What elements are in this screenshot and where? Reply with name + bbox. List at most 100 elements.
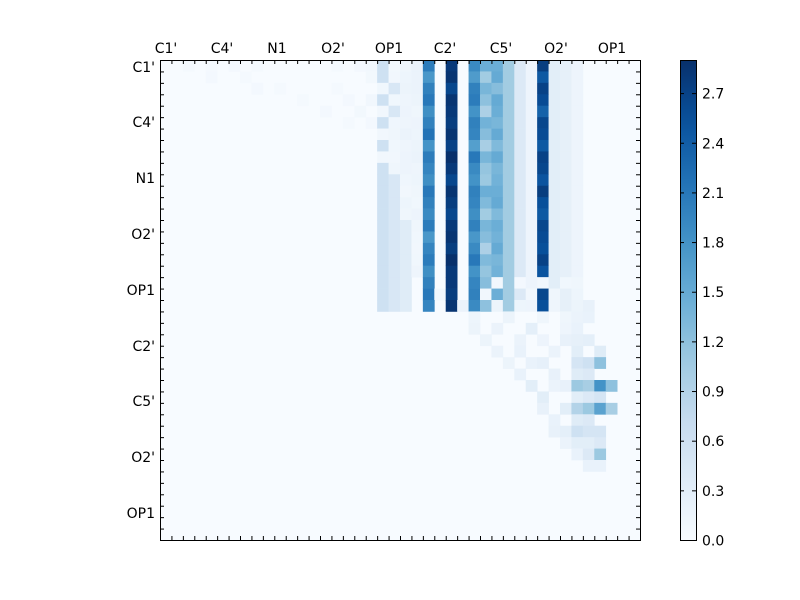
heatmap-cell bbox=[537, 174, 549, 187]
heatmap-cell bbox=[548, 220, 561, 232]
heatmap-cell bbox=[400, 174, 412, 187]
heatmap-cell bbox=[400, 300, 412, 312]
heatmap-cell bbox=[491, 254, 504, 267]
heatmap-cell bbox=[548, 380, 561, 392]
heatmap-cell bbox=[560, 151, 572, 164]
heatmap-cell bbox=[571, 414, 584, 427]
heatmap-cell bbox=[548, 185, 561, 198]
heatmap-cell bbox=[571, 265, 584, 278]
heatmap-cell bbox=[411, 94, 424, 107]
heatmap-cell bbox=[548, 345, 561, 358]
heatmap-cell bbox=[422, 60, 435, 72]
heatmap-cell bbox=[377, 277, 389, 289]
colorbar: 0.0 0.3 0.6 0.9 1.2 1.5 1.8 2.1 2.4 2.7 bbox=[680, 60, 724, 550]
heatmap-cell bbox=[342, 117, 355, 129]
left-axis-label: OP1 bbox=[127, 283, 155, 299]
heatmap-cell bbox=[468, 265, 481, 278]
heatmap-cell bbox=[548, 231, 561, 244]
heatmap-cell bbox=[388, 254, 401, 267]
heatmap-cell bbox=[571, 242, 584, 255]
heatmap-cell bbox=[502, 94, 515, 107]
heatmap-cell bbox=[445, 140, 458, 152]
heatmap-cell bbox=[537, 197, 549, 209]
heatmap-cell bbox=[377, 231, 389, 244]
heatmap-cell bbox=[377, 300, 389, 312]
heatmap-cell bbox=[571, 151, 584, 164]
heatmap-cell bbox=[445, 242, 458, 255]
heatmap-cell bbox=[400, 82, 412, 95]
heatmap-cell bbox=[377, 94, 389, 107]
heatmap-cell bbox=[571, 322, 584, 335]
heatmap-cell bbox=[571, 220, 584, 232]
heatmap-cell bbox=[491, 277, 504, 289]
heatmap-cell bbox=[480, 151, 492, 164]
heatmap-cell bbox=[480, 174, 492, 187]
heatmap-cell bbox=[480, 242, 492, 255]
heatmap-cell bbox=[377, 288, 389, 301]
heatmap-cell bbox=[491, 82, 504, 95]
heatmap-cell bbox=[468, 231, 481, 244]
heatmap-cell bbox=[411, 151, 424, 164]
heatmap-cell bbox=[411, 117, 424, 129]
heatmap-cell bbox=[525, 185, 538, 198]
heatmap-cell bbox=[445, 197, 458, 209]
heatmap-cell bbox=[468, 242, 481, 255]
heatmap-cell bbox=[502, 242, 515, 255]
heatmap-cell bbox=[582, 448, 595, 461]
left-axis-label: C2' bbox=[132, 339, 155, 355]
heatmap-cell bbox=[480, 105, 492, 118]
heatmap-cell bbox=[491, 162, 504, 175]
heatmap-cell bbox=[468, 277, 481, 289]
colorbar-tick-label: 0.6 bbox=[702, 434, 724, 450]
heatmap-cell bbox=[468, 254, 481, 267]
heatmap-cell bbox=[502, 231, 515, 244]
heatmap-cell bbox=[480, 60, 492, 72]
heatmap-cell bbox=[525, 117, 538, 129]
heatmap-cell bbox=[537, 300, 549, 312]
heatmap-cell bbox=[560, 140, 572, 152]
top-axis-label: OP1 bbox=[375, 41, 403, 57]
heatmap-cell bbox=[457, 300, 469, 312]
heatmap-cell bbox=[548, 117, 561, 129]
heatmap-cell bbox=[422, 242, 435, 255]
heatmap-cell bbox=[411, 265, 424, 278]
heatmap-cell bbox=[560, 311, 572, 324]
heatmap-cell bbox=[502, 60, 515, 72]
heatmap-cell bbox=[491, 140, 504, 152]
heatmap-cell bbox=[480, 300, 492, 312]
left-axis-label: OP1 bbox=[127, 506, 155, 522]
heatmap-cell bbox=[411, 82, 424, 95]
heatmap-cell bbox=[548, 140, 561, 152]
heatmap-cell bbox=[525, 380, 538, 392]
heatmap-cell bbox=[422, 174, 435, 187]
heatmap-cell bbox=[445, 220, 458, 232]
heatmap-cell bbox=[445, 300, 458, 312]
heatmap-cell bbox=[560, 425, 572, 438]
heatmap-cell bbox=[525, 254, 538, 267]
heatmap-cell bbox=[560, 242, 572, 255]
heatmap-cell bbox=[502, 357, 515, 369]
heatmap-cell bbox=[502, 105, 515, 118]
heatmap-cell bbox=[502, 162, 515, 175]
heatmap-cell bbox=[388, 208, 401, 221]
heatmap-cell bbox=[182, 60, 195, 72]
heatmap-cell bbox=[400, 60, 412, 72]
heatmap-cell bbox=[502, 117, 515, 129]
heatmap-cell bbox=[445, 117, 458, 129]
heatmap-cell bbox=[525, 128, 538, 141]
heatmap-cell bbox=[445, 162, 458, 175]
colorbar-tick-label: 0.0 bbox=[702, 534, 724, 550]
heatmap-cell bbox=[468, 197, 481, 209]
heatmap-cell bbox=[605, 380, 618, 392]
heatmap-cell bbox=[411, 71, 424, 84]
heatmap-cell bbox=[560, 82, 572, 95]
heatmap-cell bbox=[388, 197, 401, 209]
colorbar-frame bbox=[680, 60, 697, 541]
heatmap-cell bbox=[525, 322, 538, 335]
heatmap-cell bbox=[468, 94, 481, 107]
heatmap-cell bbox=[525, 94, 538, 107]
heatmap-cell bbox=[560, 128, 572, 141]
heatmap-cell bbox=[582, 414, 595, 427]
colorbar-tick-label: 0.3 bbox=[702, 484, 724, 500]
heatmap-cell bbox=[537, 391, 549, 404]
